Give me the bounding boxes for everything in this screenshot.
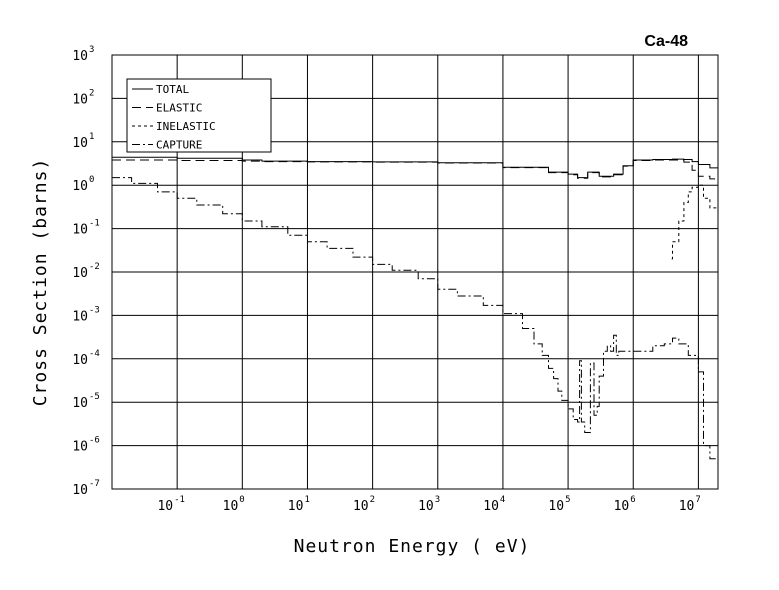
x-tick-label: 10 <box>548 499 564 514</box>
y-axis-title: Cross Section (barns) <box>30 158 51 407</box>
x-tick-label: 10 <box>483 499 499 514</box>
plot-frame <box>111 54 719 490</box>
x-tick-exponent: 4 <box>500 495 505 505</box>
y-tick-label: 10 <box>72 49 88 64</box>
y-tick-label: 10 <box>72 396 88 411</box>
y-tick-exponent: -7 <box>89 479 100 489</box>
x-tick-exponent: 6 <box>630 495 635 505</box>
y-tick-exponent: 2 <box>89 88 94 98</box>
x-tick-exponent: 1 <box>304 495 309 505</box>
x-tick-label: 10 <box>223 499 239 514</box>
series-elastic-line <box>112 159 719 181</box>
chart-title: Ca-48 <box>644 33 688 50</box>
y-tick-label: 10 <box>72 266 88 281</box>
y-tick-exponent: -2 <box>89 262 100 272</box>
legend-box <box>126 78 272 153</box>
y-tick-label: 10 <box>72 223 88 238</box>
y-tick-label: 10 <box>72 353 88 368</box>
x-tick-exponent: -1 <box>174 495 185 505</box>
y-tick-exponent: 1 <box>89 132 94 142</box>
x-tick-label: 10 <box>418 499 434 514</box>
legend-label-capture: CAPTURE <box>156 139 202 152</box>
legend-label-inelastic: INELASTIC <box>156 120 216 133</box>
x-tick-exponent: 5 <box>565 495 570 505</box>
y-tick-label: 10 <box>72 309 88 324</box>
y-tick-exponent: -4 <box>89 349 100 359</box>
y-tick-exponent: -5 <box>89 392 100 402</box>
series-layer <box>112 156 719 476</box>
series-capture-line <box>112 177 719 476</box>
y-tick-exponent: 3 <box>89 45 94 55</box>
x-tick-exponent: 2 <box>370 495 375 505</box>
y-tick-label: 10 <box>72 179 88 194</box>
x-tick-exponent: 7 <box>695 495 700 505</box>
x-tick-exponent: 3 <box>435 495 440 505</box>
y-tick-exponent: -3 <box>89 305 100 315</box>
y-tick-label: 10 <box>72 92 88 107</box>
y-tick-label: 10 <box>72 440 88 455</box>
x-tick-label: 10 <box>288 499 304 514</box>
series-inelastic-line <box>671 184 719 260</box>
y-tick-exponent: -1 <box>89 219 100 229</box>
x-axis-title: Neutron Energy ( eV) <box>294 536 531 557</box>
x-tick-exponent: 0 <box>239 495 244 505</box>
x-tick-label: 10 <box>157 499 173 514</box>
y-tick-exponent: 0 <box>89 175 94 185</box>
x-tick-label: 10 <box>353 499 369 514</box>
x-tick-label: 10 <box>679 499 695 514</box>
y-tick-label: 10 <box>72 483 88 498</box>
y-tick-exponent: -6 <box>89 436 100 446</box>
legend: TOTAL ELASTIC INELASTIC CAPTURE <box>126 78 272 153</box>
tick-labels: 10 -1 10 0 10 1 10 2 10 3 10 4 10 5 10 6 10 710 310 210 110 0… <box>72 45 700 514</box>
y-tick-label: 10 <box>72 136 88 151</box>
legend-label-elastic: ELASTIC <box>156 102 202 115</box>
x-tick-label: 10 <box>614 499 630 514</box>
legend-label-total: TOTAL <box>156 83 189 96</box>
